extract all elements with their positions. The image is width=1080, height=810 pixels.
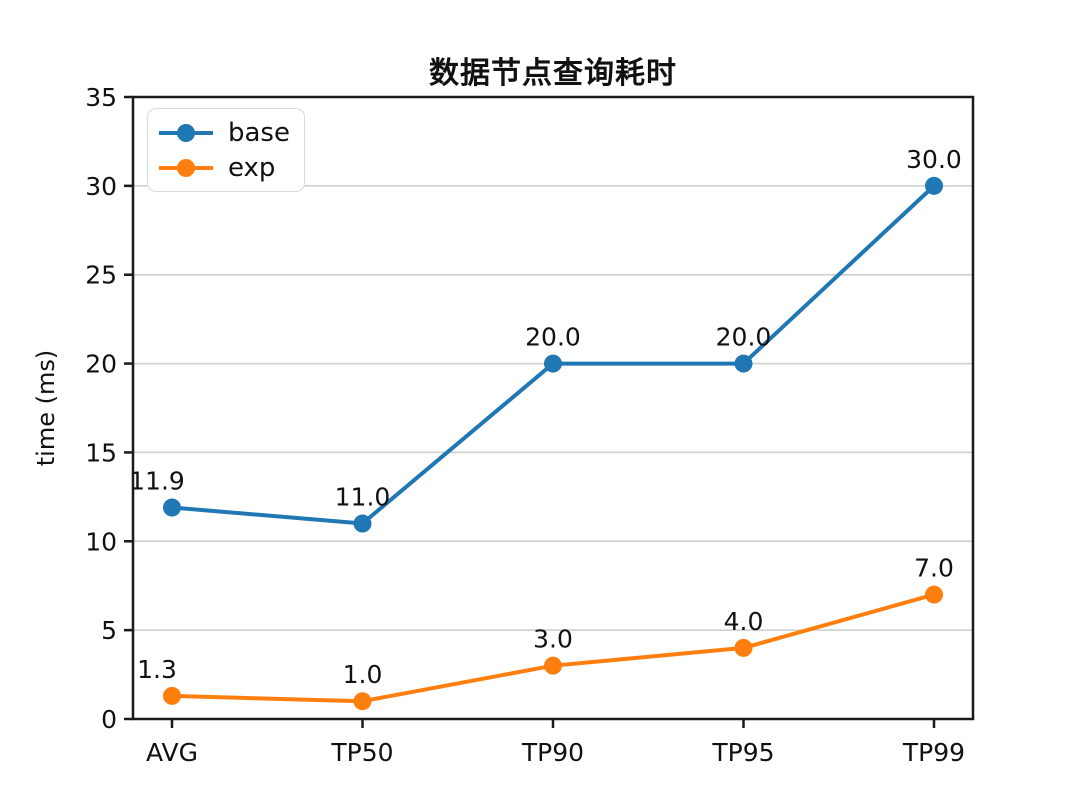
y-tick-label-5: 5 [101,616,117,645]
legend-label-base: base [228,117,290,148]
legend-line-sample-base [159,123,213,142]
legend-label-exp: exp [228,152,276,183]
data-label-exp-TP95: 4.0 [724,607,764,636]
legend-entry-exp: exp [158,152,290,183]
y-tick-label-15: 15 [85,438,117,467]
data-label-base-TP95: 20.0 [716,323,772,352]
data-point-base-TP90 [544,354,562,373]
data-point-exp-TP99 [925,585,943,604]
data-point-base-AVG [163,498,181,517]
data-point-exp-TP90 [544,656,562,675]
data-label-base-TP50: 11.0 [335,483,391,512]
y-tick-label-10: 10 [85,527,117,556]
legend: base exp [147,108,305,192]
legend-line-sample-exp [159,158,213,177]
x-tick-label-AVG: AVG [146,738,198,767]
data-label-exp-TP99: 7.0 [914,554,954,583]
chart-title: 数据节点查询耗时 [429,56,677,91]
y-tick-label-20: 20 [85,350,117,379]
data-point-exp-TP95 [734,638,753,657]
data-point-base-TP99 [925,176,943,195]
x-tick-label-TP95: TP95 [711,738,774,767]
data-label-base-TP90: 20.0 [525,323,581,352]
x-tick-label-TP99: TP99 [902,738,965,767]
legend-entry-base: base [158,117,290,148]
data-point-base-TP50 [353,514,372,533]
y-tick-label-0: 0 [101,705,117,734]
y-tick-label-25: 25 [85,261,117,290]
y-tick-label-35: 35 [85,83,117,112]
y-tick-label-30: 30 [85,172,117,201]
data-point-exp-TP50 [353,692,372,711]
data-label-exp-TP50: 1.0 [343,660,383,689]
data-point-base-TP95 [734,354,753,373]
data-label-base-AVG: 11.9 [129,467,185,496]
data-label-exp-AVG: 1.3 [137,655,177,684]
x-tick-label-TP90: TP90 [521,738,584,767]
x-tick-label-TP50: TP50 [330,738,393,767]
data-point-exp-AVG [163,686,181,705]
data-label-exp-TP90: 3.0 [533,625,573,654]
data-label-base-TP99: 30.0 [906,145,962,174]
